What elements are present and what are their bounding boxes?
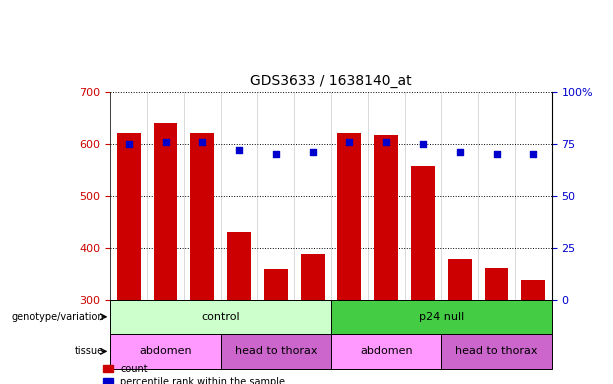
Point	[381, 139, 391, 145]
Bar	[300, 254, 325, 300]
Bar	[190, 132, 215, 300]
Bar	[447, 259, 472, 300]
Point	[124, 141, 134, 147]
Point	[418, 141, 428, 147]
Bar	[485, 268, 509, 300]
Bar	[441, 334, 552, 369]
Text: abdomen: abdomen	[139, 346, 192, 356]
Bar	[521, 280, 546, 300]
Bar	[331, 300, 552, 334]
Text: head to thorax: head to thorax	[235, 346, 317, 356]
Point	[455, 149, 465, 156]
Bar	[110, 334, 221, 369]
Text: control: control	[201, 312, 240, 322]
Bar	[153, 123, 178, 300]
Bar	[411, 166, 435, 300]
Bar	[264, 270, 288, 300]
Text: genotype/variation: genotype/variation	[12, 312, 104, 322]
Text: abdomen: abdomen	[360, 346, 413, 356]
Point	[308, 149, 318, 156]
Text: head to thorax: head to thorax	[455, 346, 538, 356]
Bar	[110, 300, 331, 334]
Point	[492, 151, 501, 157]
Title: GDS3633 / 1638140_at: GDS3633 / 1638140_at	[250, 74, 412, 88]
Text: tissue: tissue	[75, 346, 104, 356]
Bar	[331, 334, 441, 369]
Point	[161, 139, 170, 145]
Point	[345, 139, 354, 145]
Bar	[221, 334, 331, 369]
Point	[271, 151, 281, 157]
Bar	[116, 132, 140, 300]
Point	[197, 139, 207, 145]
Legend: count, percentile rank within the sample: count, percentile rank within the sample	[103, 364, 286, 384]
Bar	[374, 135, 398, 300]
Text: p24 null: p24 null	[419, 312, 464, 322]
Point	[528, 151, 538, 157]
Bar	[337, 132, 361, 300]
Point	[234, 147, 244, 153]
Bar	[227, 232, 251, 300]
